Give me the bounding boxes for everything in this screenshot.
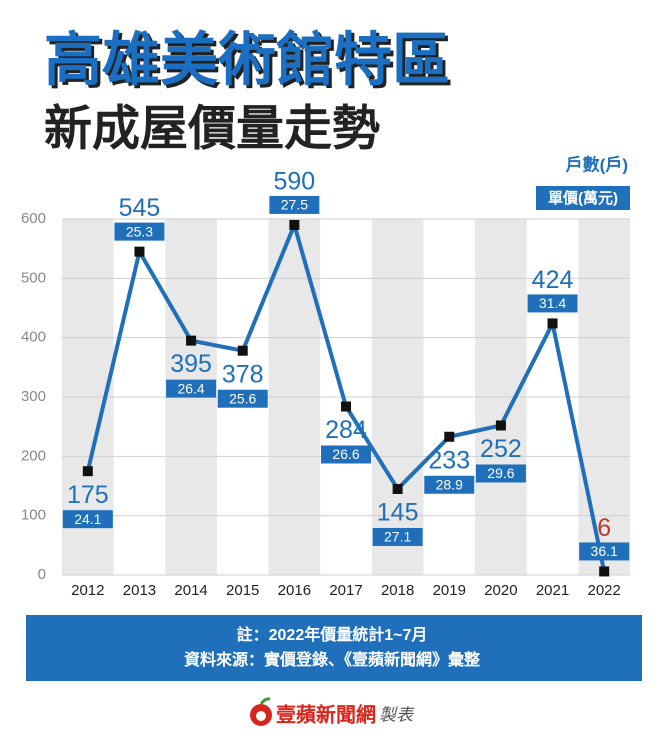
point — [82, 466, 93, 477]
logo-icon — [259, 697, 271, 705]
price-label: 31.4 — [539, 295, 566, 311]
value-label: 145 — [377, 499, 419, 527]
source-brand: 壹蘋新聞網 — [276, 702, 376, 726]
point — [495, 420, 506, 431]
value-label: 175 — [67, 481, 109, 509]
point — [392, 483, 403, 494]
point — [186, 335, 197, 346]
value-label: 378 — [222, 360, 264, 388]
price-box — [579, 542, 630, 561]
value-label: 424 — [532, 266, 574, 294]
x-tick-label: 2014 — [174, 582, 207, 599]
price-box — [424, 475, 475, 494]
price-label: 25.6 — [229, 390, 256, 406]
chart-subtitle: 新成屋價量走勢 — [44, 103, 380, 156]
price-label: 29.6 — [487, 465, 514, 481]
value-label: 252 — [480, 435, 522, 463]
x-tick-label: 2019 — [433, 582, 466, 599]
price-box — [62, 510, 113, 529]
value-label: 395 — [170, 350, 212, 378]
price-box — [475, 464, 526, 483]
value-label: 284 — [325, 416, 367, 444]
price-label: 27.1 — [384, 529, 411, 545]
plot: 0 100 200 300 400 500 600 2012 2013 2014 2015 2016 2… — [21, 168, 630, 599]
x-tick-label: 2018 — [381, 582, 414, 599]
price-label: 24.1 — [74, 511, 101, 527]
logo-icon — [256, 711, 266, 721]
value-label: 6 — [597, 514, 611, 542]
price-label: 36.1 — [591, 543, 618, 559]
price-box — [372, 527, 423, 546]
point — [444, 431, 455, 442]
point — [547, 318, 558, 329]
y-tick-label: 300 — [21, 388, 46, 405]
y-tick-label: 0 — [38, 566, 46, 583]
point — [134, 246, 145, 257]
price-label: 26.4 — [177, 380, 204, 396]
point — [341, 401, 351, 412]
legend-count: 戶數(戶) — [566, 154, 628, 174]
x-tick-label: 2012 — [71, 582, 104, 599]
price-label: 25.3 — [126, 223, 153, 239]
y-tick-label: 600 — [21, 210, 46, 227]
legend-price: 單價(萬元) — [548, 189, 618, 207]
price-box — [527, 294, 578, 313]
notes-box — [26, 615, 642, 681]
y-tick-label: 400 — [21, 329, 46, 346]
value-label: 590 — [274, 168, 316, 196]
y-tick-label: 200 — [21, 447, 46, 464]
price-box — [217, 389, 268, 408]
price-box — [321, 445, 371, 464]
x-tick-label: 2021 — [536, 582, 569, 599]
source-suffix: 製表 — [379, 705, 415, 724]
point — [289, 219, 300, 230]
y-tick-label: 500 — [21, 269, 46, 286]
point — [599, 566, 610, 577]
chart-title-shadow: 高雄美術館特區 — [47, 30, 453, 95]
note: 註：2022年價量統計1~7月 — [237, 625, 428, 644]
price-label: 27.5 — [281, 197, 308, 213]
price-box — [114, 222, 165, 241]
value-label: 545 — [119, 194, 161, 222]
price-label: 28.9 — [436, 476, 463, 492]
legend-price-box — [536, 186, 630, 210]
chart-title: 高雄美術館特區 — [44, 27, 450, 92]
x-tick-label: 2020 — [484, 582, 517, 599]
x-tick-label: 2022 — [587, 582, 620, 599]
note: 資料來源：實價登錄、《壹蘋新聞網》彙整 — [184, 650, 480, 669]
y-tick-label: 100 — [21, 507, 46, 524]
value-label: 233 — [428, 446, 470, 474]
x-tick-label: 2015 — [226, 582, 259, 599]
price-box — [269, 195, 320, 214]
point — [237, 345, 248, 356]
price-label: 26.6 — [332, 446, 359, 462]
x-tick-label: 2016 — [278, 582, 311, 599]
x-tick-label: 2013 — [123, 582, 156, 599]
price-box — [166, 379, 217, 398]
x-tick-label: 2017 — [329, 582, 362, 599]
